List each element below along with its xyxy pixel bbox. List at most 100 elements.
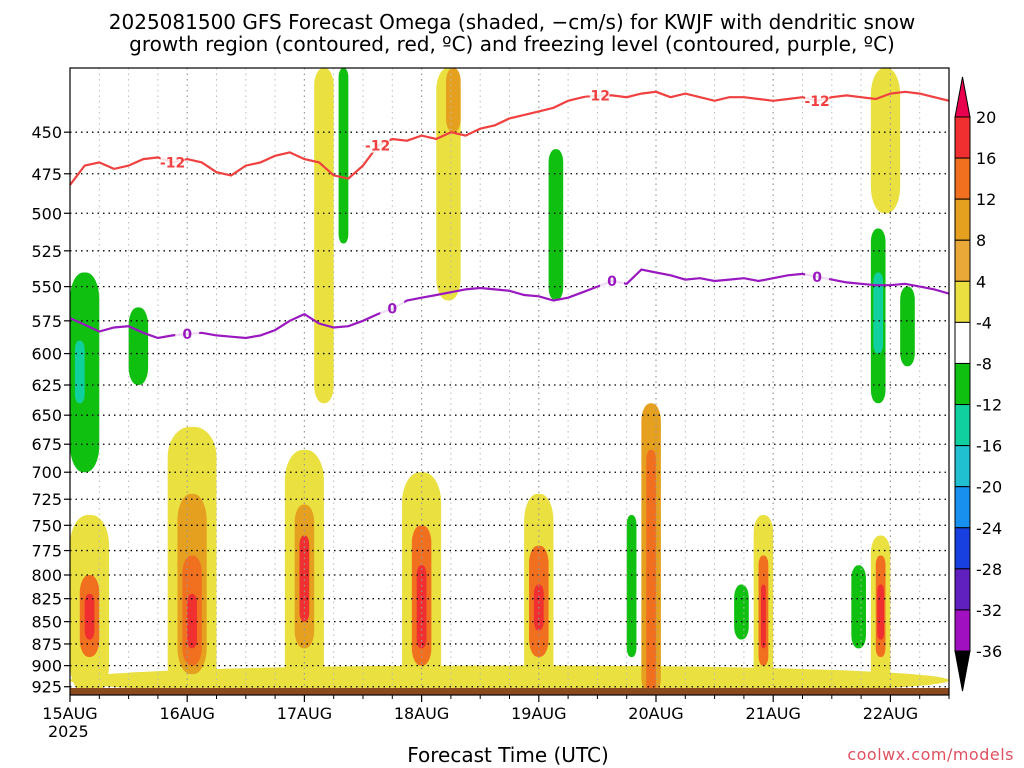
omega-cell — [74, 340, 85, 404]
colorbar-band — [954, 404, 971, 447]
y-tick-label: 750 — [31, 516, 62, 535]
dendritic-contour-label: -12 — [585, 88, 610, 104]
colorbar-label: -36 — [976, 642, 1002, 661]
y-tick-label: 550 — [31, 278, 62, 297]
freezing-contour-label: 0 — [607, 274, 617, 290]
ground-strip — [70, 688, 949, 695]
freezing-contour-label-bg — [600, 272, 625, 288]
y-tick-label: 775 — [31, 542, 62, 561]
colorbar-label: 12 — [976, 190, 996, 209]
y-tick-label: 475 — [31, 165, 62, 184]
colorbar-label: -32 — [976, 601, 1002, 620]
y-tick-label: 600 — [31, 345, 62, 364]
freezing-contour-label-bg — [805, 268, 830, 284]
omega-cell — [314, 68, 334, 404]
y-tick-label: 875 — [31, 635, 62, 654]
colorbar-label: -24 — [976, 519, 1002, 538]
colorbar-label: -8 — [976, 354, 992, 373]
freezing-contour-line — [70, 268, 949, 340]
colorbar-label: 8 — [976, 231, 986, 250]
colorbar-label: -16 — [976, 437, 1002, 456]
y-tick-label: 925 — [31, 678, 62, 697]
dendritic-contour-label-bg — [160, 154, 185, 170]
omega-cell — [128, 307, 149, 385]
colorbar-label: -12 — [976, 396, 1002, 415]
y-tick-label: 725 — [31, 490, 62, 509]
omega-cell — [851, 565, 866, 649]
omega-cell — [70, 272, 100, 473]
colorbar-bottom-arrow — [954, 650, 971, 692]
colorbar-label: 20 — [976, 108, 996, 127]
colorbar-band — [954, 486, 971, 529]
dendritic-contour-label: -12 — [160, 155, 185, 171]
freezing-contour-label: 0 — [812, 270, 822, 286]
y-tick-label: 650 — [31, 406, 62, 425]
x-tick-label: 17AUG — [277, 704, 332, 723]
colorbar-band — [954, 280, 971, 323]
omega-cell — [626, 514, 637, 658]
x-tick-label: 19AUG — [511, 704, 566, 723]
omega-cell — [646, 449, 656, 695]
omega-cell — [299, 535, 310, 622]
omega-cell — [548, 149, 564, 301]
colorbar-band — [954, 198, 971, 241]
y-tick-label: 675 — [31, 435, 62, 454]
colorbar-band — [954, 445, 971, 488]
colorbar-label: -20 — [976, 478, 1002, 497]
omega-cell — [900, 286, 915, 367]
y-tick-label: 575 — [31, 312, 62, 331]
x-tick-label: 20AUG — [628, 704, 683, 723]
x-tick-label: 22AUG — [863, 704, 918, 723]
omega-cell — [877, 584, 885, 640]
omega-cell — [870, 68, 901, 214]
colorbar-band — [954, 362, 971, 406]
y-tick-label: 625 — [31, 376, 62, 395]
colorbar-band — [954, 157, 971, 200]
dendritic-contour-label-bg — [585, 87, 610, 103]
x-tick-label: 18AUG — [394, 704, 449, 723]
colorbar-label: -28 — [976, 560, 1002, 579]
omega-cell — [760, 584, 766, 649]
dendritic-contour-label: -12 — [365, 139, 390, 155]
dendritic-contour-label: -12 — [805, 94, 830, 110]
omega-cell — [873, 272, 884, 354]
x-tick-label: 16AUG — [159, 704, 214, 723]
omega-cell — [416, 565, 427, 649]
year-label: 2025 — [48, 722, 89, 741]
colorbar-top-arrow — [954, 76, 971, 118]
x-axis-label: Forecast Time (UTC) — [407, 743, 609, 767]
y-tick-label: 825 — [31, 590, 62, 609]
y-tick-label: 900 — [31, 657, 62, 676]
omega-cell — [446, 68, 461, 133]
chart-title-line-1: 2025081500 GFS Forecast Omega (shaded, −… — [108, 10, 916, 34]
colorbar-label: 16 — [976, 149, 996, 168]
y-tick-label: 700 — [31, 463, 62, 482]
y-tick-label: 500 — [31, 204, 62, 223]
colorbar-band — [954, 116, 971, 159]
colorbar-band — [954, 239, 971, 282]
freezing-contour-label: 0 — [387, 302, 397, 318]
omega-cell — [734, 584, 749, 640]
dendritic-contour-line — [70, 90, 949, 186]
credit-text: coolwx.com/models — [847, 745, 1014, 764]
dendritic-contour-label-bg — [365, 137, 390, 153]
colorbar-band — [954, 609, 971, 652]
colorbar-label: 4 — [976, 272, 986, 291]
freezing-contour-label: 0 — [182, 327, 192, 343]
y-tick-label: 525 — [31, 242, 62, 261]
dendritic-contour-label-bg — [805, 92, 830, 108]
omega-cell — [84, 593, 95, 640]
chart-title-line-2: growth region (contoured, red, ºC) and f… — [129, 32, 895, 56]
colorbar-band — [954, 568, 971, 611]
colorbar-label: -4 — [976, 313, 992, 332]
y-tick-label: 450 — [31, 123, 62, 142]
freezing-contour-label-bg — [175, 326, 200, 342]
colorbar-band — [954, 321, 971, 364]
omega-cell — [338, 68, 349, 244]
colorbar-band — [954, 527, 971, 570]
freezing-contour-label-bg — [380, 300, 405, 316]
y-tick-label: 800 — [31, 566, 62, 585]
x-tick-label: 21AUG — [745, 704, 800, 723]
